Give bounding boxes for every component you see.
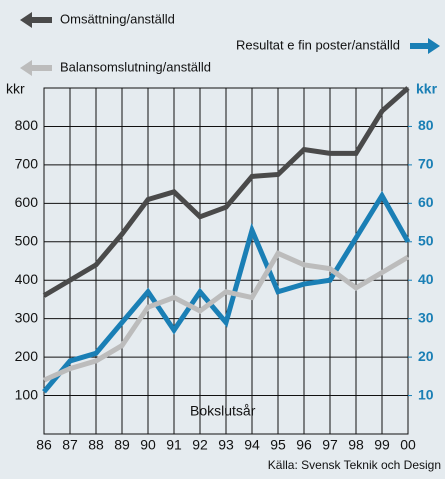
y2-tick-label: 10 — [418, 386, 434, 402]
x-tick-label: 92 — [192, 437, 208, 453]
x-tick-label: 00 — [400, 437, 416, 453]
y2-tick-label: 80 — [418, 117, 434, 133]
x-tick-label: 94 — [244, 437, 260, 453]
x-tick-label: 89 — [114, 437, 130, 453]
y2-axis-label: kkr — [416, 81, 438, 97]
x-tick-label: 99 — [374, 437, 390, 453]
series-line — [42, 250, 410, 383]
y-axis-label: kkr — [6, 81, 25, 97]
x-tick-label: 98 — [348, 437, 364, 453]
y-tick-label: 300 — [15, 309, 39, 325]
y2-tick-label: 70 — [418, 156, 434, 172]
y-tick-label: 800 — [15, 117, 39, 133]
y-tick-label: 700 — [15, 156, 39, 172]
series-line — [42, 190, 411, 394]
y-tick-label: 200 — [15, 348, 39, 364]
y2-tick-label: 60 — [418, 194, 434, 210]
y-tick-label: 600 — [15, 194, 39, 210]
x-tick-label: 90 — [140, 437, 156, 453]
x-tick-label: 96 — [296, 437, 312, 453]
x-tick-label: 95 — [270, 437, 286, 453]
y2-tick-label: 50 — [418, 232, 434, 248]
y-tick-label: 500 — [15, 232, 39, 248]
x-axis-label: Bokslutsår — [190, 403, 256, 419]
legend-label: Resultat e fin poster/anställd — [236, 37, 400, 52]
legend-arrow — [410, 38, 440, 54]
y2-tick-label: 40 — [418, 271, 434, 287]
source: Källa: Svensk Teknik och Design — [268, 458, 441, 472]
legend-label: Balansomslutning/anställd — [60, 59, 211, 74]
legend-label: Omsättning/anställd — [60, 11, 175, 26]
y-tick-label: 100 — [15, 386, 39, 402]
x-tick-label: 86 — [36, 437, 52, 453]
x-tick-label: 93 — [218, 437, 234, 453]
y-tick-label: 400 — [15, 271, 39, 287]
y2-tick-label: 30 — [418, 309, 434, 325]
x-tick-label: 97 — [322, 437, 338, 453]
y2-tick-label: 20 — [418, 348, 434, 364]
x-tick-label: 88 — [88, 437, 104, 453]
series-line — [42, 86, 410, 298]
legend-arrow — [20, 60, 52, 76]
x-tick-label: 87 — [62, 437, 78, 453]
legend-arrow — [20, 12, 52, 28]
x-tick-label: 91 — [166, 437, 182, 453]
